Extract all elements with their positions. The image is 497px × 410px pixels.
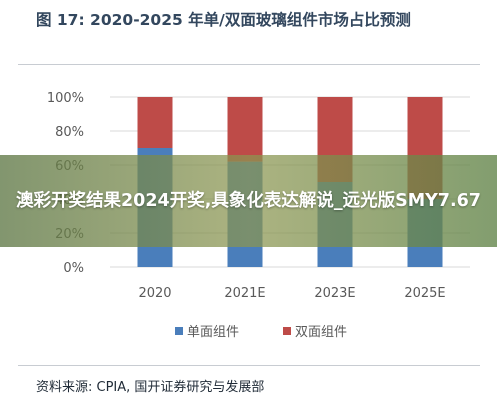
watermark-banner: 澳彩开奖结果2024开奖,具象化表达解说_远光版SMY7.67 <box>0 155 497 247</box>
figure-title: 图 17: 2020-2025 年单/双面玻璃组件市场占比预测 <box>36 11 411 29</box>
legend-swatch <box>175 327 183 335</box>
legend-label: 双面组件 <box>295 325 347 340</box>
title-divider <box>18 64 480 65</box>
x-tick-label: 2021E <box>224 286 265 301</box>
y-tick-label: 80% <box>55 125 84 140</box>
x-tick-label: 2025E <box>404 286 445 301</box>
x-tick-label: 2020 <box>138 286 171 301</box>
x-axis-ticks: 2020 2021E 2023E 2025E <box>138 286 445 301</box>
bar-double-sided-2021E <box>227 97 263 162</box>
source-note: 资料来源: CPIA, 国开证券研究与发展部 <box>36 380 265 395</box>
chart-legend: 单面组件 双面组件 <box>175 325 347 340</box>
y-tick-label: 100% <box>47 91 84 106</box>
bar-double-sided-2020 <box>137 97 173 148</box>
x-tick-label: 2023E <box>314 286 355 301</box>
watermark-text: 澳彩开奖结果2024开奖,具象化表达解说_远光版SMY7.67 <box>16 191 481 211</box>
source-divider <box>18 365 480 366</box>
y-tick-label: 0% <box>63 261 84 276</box>
legend-label: 单面组件 <box>187 325 239 340</box>
legend-swatch <box>283 327 291 335</box>
